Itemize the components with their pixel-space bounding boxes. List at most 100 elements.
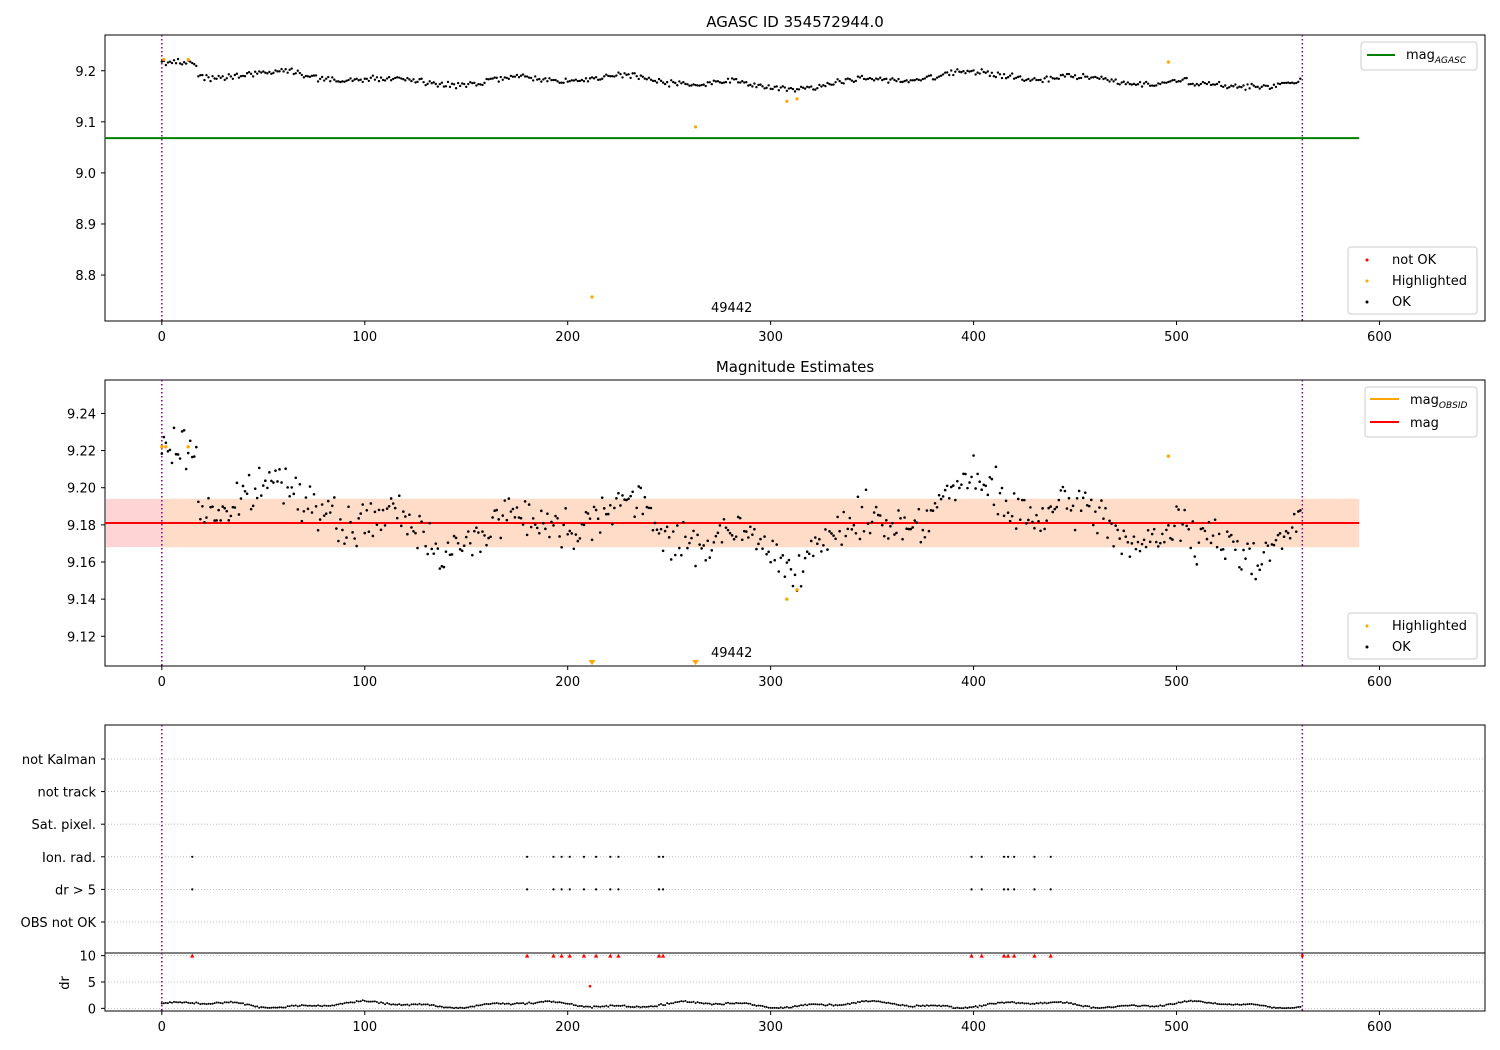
ok-point: [901, 80, 904, 84]
dr-point: [308, 1004, 311, 1007]
dr-point: [838, 1003, 841, 1006]
ok-point: [1195, 82, 1199, 86]
dr-point: [1201, 1000, 1204, 1003]
mag-legend-label: mag: [1410, 416, 1439, 431]
dr-point: [453, 1007, 456, 1010]
ok-point: [1118, 83, 1121, 86]
ok-point: [1232, 540, 1235, 543]
ok-point: [765, 552, 768, 556]
ok-point: [909, 79, 912, 82]
flag-row-label: dr > 5: [55, 883, 96, 898]
ok-point: [505, 76, 509, 80]
dr-point: [852, 1001, 855, 1004]
ok-point: [1018, 518, 1022, 522]
dr-point: [639, 1006, 642, 1009]
ok-point: [1075, 77, 1079, 81]
ok-point: [507, 77, 511, 81]
ok-point: [931, 509, 935, 513]
dr-point: [1185, 1000, 1188, 1003]
dr-point: [414, 1003, 417, 1006]
ok-point: [1025, 78, 1028, 82]
ok-point: [454, 86, 458, 90]
x-tick-label: 200: [555, 330, 580, 345]
dr-point: [676, 1001, 679, 1004]
dr-point: [1234, 1003, 1237, 1006]
dr-point: [735, 1001, 738, 1004]
dr-point: [544, 1000, 547, 1003]
ok-point: [1222, 85, 1225, 89]
ok-point: [1242, 548, 1245, 552]
ok-point: [1266, 544, 1270, 547]
ok-point: [477, 82, 480, 86]
ok-point: [1207, 80, 1211, 84]
dr-point: [1088, 1005, 1091, 1008]
dr-point: [749, 1002, 752, 1005]
ok-point: [270, 72, 273, 76]
dr-point: [300, 1004, 303, 1007]
ok-point: [1023, 79, 1026, 83]
ok-point: [1238, 85, 1241, 88]
dr-flag-point: [657, 888, 661, 891]
ok-point: [223, 506, 227, 510]
ok-point: [954, 70, 957, 73]
ok-point: [982, 483, 986, 487]
dr-point: [798, 1004, 801, 1007]
dr-point: [1220, 1003, 1223, 1006]
ok-point: [978, 72, 981, 75]
dr-point: [1283, 1007, 1286, 1010]
dr-point: [1274, 1006, 1277, 1009]
ok-point: [576, 79, 580, 83]
x-tick-label: 600: [1367, 675, 1392, 690]
ok-point: [467, 82, 470, 86]
x-tick-label: 100: [352, 675, 377, 690]
ok-point: [237, 76, 241, 79]
ok-point: [367, 79, 371, 83]
dr-point: [313, 1004, 316, 1007]
ok-point: [1189, 546, 1193, 550]
ok-point: [568, 529, 572, 533]
dr-point: [692, 1000, 695, 1003]
dr-point: [162, 1002, 165, 1005]
ok-point: [1244, 557, 1247, 560]
ok-point: [1029, 79, 1032, 83]
ok-point: [341, 528, 344, 532]
ok-point: [446, 541, 450, 544]
dr-point: [1080, 1004, 1083, 1007]
ok-point: [1278, 532, 1282, 535]
ok-point: [649, 78, 653, 81]
ok-point: [229, 75, 233, 78]
ok-point: [779, 556, 783, 560]
ok-point: [657, 532, 661, 535]
dr-point: [1143, 1004, 1146, 1007]
ok-point: [1039, 529, 1042, 533]
ok-point: [1181, 78, 1184, 81]
highlighted-point: [1166, 60, 1171, 64]
dr-point: [927, 1004, 930, 1007]
ion-rad-flag-point: [1049, 855, 1052, 858]
ok-point: [188, 439, 192, 443]
ok-point: [1059, 73, 1063, 77]
ok-point: [1299, 509, 1302, 512]
ok-point: [1126, 81, 1130, 84]
dr-point: [605, 1004, 608, 1007]
dr-point: [952, 1007, 955, 1010]
ok-point: [1177, 80, 1180, 83]
ok-point: [960, 483, 963, 486]
dr-point: [416, 1003, 419, 1006]
dr-point: [631, 1005, 634, 1008]
dr-point: [615, 1004, 618, 1007]
ok-point: [661, 81, 665, 84]
ok-point: [357, 517, 360, 520]
ok-point: [911, 79, 914, 82]
dr-point: [1061, 1001, 1064, 1004]
ok-point: [300, 73, 304, 77]
ok-point: [201, 73, 204, 77]
ok-point: [751, 533, 754, 536]
ok-point: [1079, 76, 1083, 80]
ok-point: [968, 481, 971, 484]
ok-point: [615, 74, 618, 77]
ok-point: [814, 88, 817, 91]
ok-point: [245, 492, 249, 495]
dr-point: [643, 1005, 646, 1008]
ok-point: [1183, 76, 1186, 80]
